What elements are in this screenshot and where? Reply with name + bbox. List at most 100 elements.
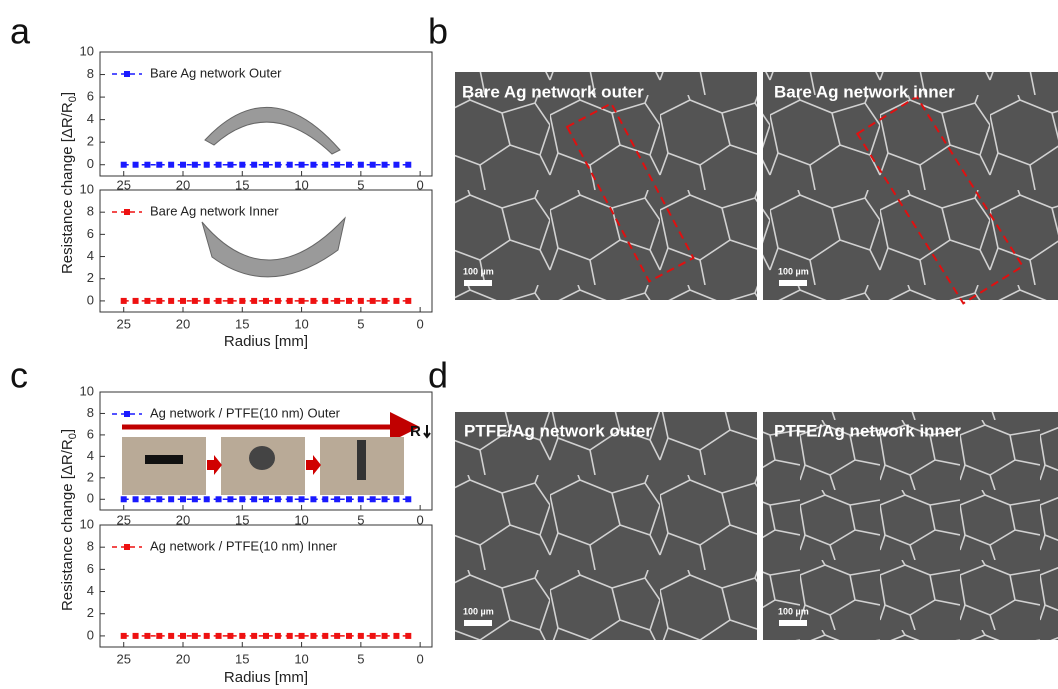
sem-image: PTFE/Ag network inner 100 µm bbox=[763, 412, 1058, 640]
marker bbox=[358, 162, 364, 168]
marker bbox=[310, 633, 316, 639]
marker bbox=[334, 633, 340, 639]
marker bbox=[216, 496, 222, 502]
legend-marker bbox=[124, 411, 130, 417]
y-tick-label: 4 bbox=[87, 248, 94, 263]
marker bbox=[334, 496, 340, 502]
marker bbox=[382, 162, 388, 168]
marker bbox=[346, 162, 352, 168]
y-axis-label: Resistance change [ΔR/R0] bbox=[59, 429, 79, 611]
legend-label: Ag network / PTFE(10 nm) Outer bbox=[150, 405, 341, 420]
legend-marker bbox=[124, 544, 130, 550]
marker bbox=[322, 633, 328, 639]
y-tick-label: 4 bbox=[87, 111, 94, 126]
marker bbox=[204, 633, 210, 639]
marker bbox=[382, 633, 388, 639]
marker bbox=[192, 162, 198, 168]
marker bbox=[370, 633, 376, 639]
x-tick-label: 0 bbox=[417, 316, 424, 331]
marker bbox=[144, 633, 150, 639]
marker bbox=[239, 298, 245, 304]
marker bbox=[275, 496, 281, 502]
marker bbox=[168, 298, 174, 304]
y-tick-label: 6 bbox=[87, 89, 94, 104]
marker bbox=[299, 633, 305, 639]
marker bbox=[358, 298, 364, 304]
marker bbox=[133, 633, 139, 639]
marker bbox=[346, 633, 352, 639]
marker bbox=[168, 496, 174, 502]
marker bbox=[251, 162, 257, 168]
legend-label: Bare Ag network Outer bbox=[150, 65, 282, 80]
x-tick-label: 10 bbox=[294, 316, 308, 331]
marker bbox=[192, 496, 198, 502]
marker bbox=[275, 162, 281, 168]
marker bbox=[168, 633, 174, 639]
marker bbox=[358, 496, 364, 502]
marker bbox=[180, 496, 186, 502]
bent-film-inset bbox=[205, 107, 340, 154]
marker bbox=[121, 298, 127, 304]
marker bbox=[133, 162, 139, 168]
marker bbox=[310, 162, 316, 168]
x-tick-label: 20 bbox=[176, 651, 190, 666]
y-tick-label: 2 bbox=[87, 605, 94, 620]
y-tick-label: 10 bbox=[80, 181, 94, 196]
sem-image: PTFE/Ag network outer 100 µm bbox=[455, 412, 757, 640]
marker bbox=[239, 496, 245, 502]
marker bbox=[310, 298, 316, 304]
marker bbox=[204, 162, 210, 168]
marker bbox=[156, 298, 162, 304]
marker bbox=[405, 162, 411, 168]
marker bbox=[168, 162, 174, 168]
marker bbox=[239, 633, 245, 639]
scale-bar-label: 100 µm bbox=[778, 606, 809, 616]
marker bbox=[382, 298, 388, 304]
marker bbox=[227, 162, 233, 168]
marker bbox=[216, 162, 222, 168]
panel-letter: d bbox=[428, 355, 448, 396]
marker bbox=[216, 298, 222, 304]
chart: 02468102520151050Bare Ag network Inner bbox=[80, 181, 432, 331]
marker bbox=[287, 496, 293, 502]
marker bbox=[227, 633, 233, 639]
sem-image: Bare Ag network inner 100 µm bbox=[763, 72, 1058, 303]
marker bbox=[216, 633, 222, 639]
marker bbox=[405, 496, 411, 502]
marker bbox=[275, 633, 281, 639]
image-label: PTFE/Ag network outer bbox=[464, 421, 652, 440]
y-tick-label: 10 bbox=[80, 383, 94, 398]
marker bbox=[322, 162, 328, 168]
marker bbox=[310, 496, 316, 502]
y-tick-label: 8 bbox=[87, 66, 94, 81]
marker bbox=[156, 162, 162, 168]
marker bbox=[393, 298, 399, 304]
marker bbox=[121, 496, 127, 502]
y-tick-label: 4 bbox=[87, 448, 94, 463]
marker bbox=[334, 298, 340, 304]
sem-image: Bare Ag network outer 100 µm bbox=[455, 72, 757, 300]
x-axis-label: Radius [mm] bbox=[224, 333, 308, 350]
y-tick-label: 10 bbox=[80, 516, 94, 531]
y-tick-label: 2 bbox=[87, 270, 94, 285]
image-label: PTFE/Ag network inner bbox=[774, 421, 961, 440]
marker bbox=[192, 633, 198, 639]
marker bbox=[251, 496, 257, 502]
bent-film-inset bbox=[202, 218, 345, 277]
marker bbox=[133, 298, 139, 304]
arrow bbox=[207, 455, 222, 475]
marker bbox=[405, 298, 411, 304]
marker bbox=[275, 298, 281, 304]
scale-bar-label: 100 µm bbox=[463, 606, 494, 616]
scale-bar-label: 100 µm bbox=[778, 266, 809, 276]
y-tick-label: 8 bbox=[87, 405, 94, 420]
y-axis-label: Resistance change [ΔR/R0] bbox=[59, 92, 79, 274]
marker bbox=[144, 162, 150, 168]
x-axis-label: Radius [mm] bbox=[224, 669, 308, 686]
marker bbox=[263, 633, 269, 639]
legend-label: Ag network / PTFE(10 nm) Inner bbox=[150, 538, 338, 553]
marker bbox=[370, 496, 376, 502]
marker bbox=[393, 162, 399, 168]
marker bbox=[287, 633, 293, 639]
